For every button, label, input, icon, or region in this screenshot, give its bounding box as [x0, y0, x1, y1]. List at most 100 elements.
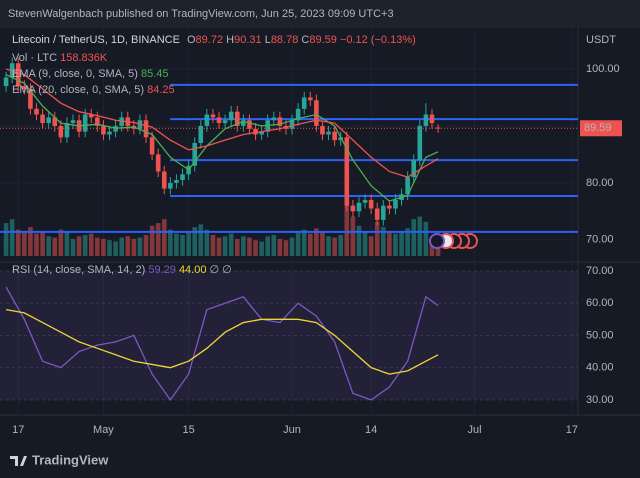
volume-bar [28, 227, 33, 256]
rsi-title: RSI (14, close, SMA, 14, 2) [12, 264, 145, 276]
y-tick-label: 60.00 [586, 297, 614, 309]
volume-bar [216, 237, 222, 256]
volume-bar [101, 238, 106, 256]
volume-bar [155, 223, 161, 256]
volume-bar [234, 238, 240, 256]
candle-body [247, 120, 252, 129]
rsi-legend: RSI (14, close, SMA, 14, 2) 59.29 44.00 … [12, 264, 232, 276]
volume-bar [320, 231, 325, 256]
candle-body [320, 125, 325, 135]
ohlc-value: 88.78 [271, 34, 299, 46]
volume-bar [253, 240, 258, 256]
candle-body [289, 120, 295, 129]
y-tick-label: 80.00 [586, 177, 614, 189]
candle-body [429, 114, 435, 124]
symbol-title: Litecoin / TetherUS, 1D, BINANCE [12, 34, 180, 46]
candle-body [228, 111, 234, 121]
volume-bar [350, 216, 356, 256]
event-icon[interactable] [429, 233, 445, 249]
y-tick-label: 50.00 [586, 329, 614, 341]
volume-bar [82, 234, 88, 256]
volume-bar [174, 233, 179, 256]
volume-bar [131, 238, 137, 256]
candle-body [362, 199, 368, 203]
volume-bar [119, 237, 124, 256]
ohlc-value: 89.59 [309, 34, 337, 46]
candle-body [393, 199, 398, 209]
volume-bar [15, 229, 21, 256]
volume-bar [314, 228, 319, 256]
volume-bar [76, 236, 82, 256]
y-tick-label: 30.00 [586, 394, 614, 406]
header-text: StevenWalgenbach published on TradingVie… [8, 8, 394, 20]
volume-bar [417, 216, 423, 256]
x-tick-label: 17 [12, 424, 24, 436]
candle-body [40, 114, 45, 124]
x-tick-label: 15 [182, 424, 194, 436]
candle-body [15, 63, 21, 87]
candle-body [277, 117, 283, 126]
candle-body [253, 128, 258, 135]
ohlc-letter: C [301, 34, 309, 46]
ema20-legend: EMA (20, close, 0, SMA, 5) 84.25 [12, 84, 175, 96]
volume-bar [277, 238, 283, 256]
candle-body [107, 131, 112, 135]
volume-bar [356, 225, 362, 256]
volume-bar [161, 219, 167, 256]
ema9-legend: EMA (9, close, 0, SMA, 5) 85.45 [12, 68, 169, 80]
candle-body [149, 137, 155, 155]
candle-body [295, 108, 301, 121]
candle-body [381, 205, 386, 220]
x-tick-label: 14 [365, 424, 377, 436]
candle-body [216, 117, 222, 124]
y-tick-label: 70.00 [586, 234, 614, 246]
volume-bar [192, 227, 197, 256]
volume-bar [186, 232, 191, 256]
ema-name: EMA (9, close, 0, SMA, 5) [12, 68, 138, 80]
ohlc-value: 90.31 [234, 34, 262, 46]
volume-bar [180, 234, 185, 256]
volume-bar [107, 240, 112, 256]
volume-bar [429, 240, 435, 256]
event-icons [429, 233, 478, 249]
volume-bar [344, 200, 350, 256]
candle-body [192, 143, 197, 166]
candle-body [350, 205, 356, 212]
volume-bar [265, 236, 271, 256]
volume-bar [295, 232, 301, 256]
volume-bar [247, 237, 252, 256]
rsi-value: 59.29 [148, 264, 176, 276]
candle-body [204, 114, 210, 126]
volume-bar [210, 234, 216, 256]
x-tick-label: Jun [283, 424, 301, 436]
candle-body [95, 117, 100, 126]
volume-bar [58, 229, 64, 256]
candle-body [387, 205, 392, 209]
candle-body [271, 117, 277, 121]
candle-body [326, 131, 331, 135]
volume-bar [362, 232, 368, 256]
ohlc-value: 89.72 [196, 34, 224, 46]
ohlc-letter: O [187, 34, 196, 46]
candle-body [338, 137, 344, 141]
ohlc-letter: L [265, 34, 271, 46]
candle-body [301, 97, 307, 109]
candle-body [356, 202, 362, 212]
volume-bar [198, 224, 204, 256]
volume-name: Vol · LTC [12, 52, 57, 64]
candle-body [234, 111, 240, 126]
candle-body [222, 120, 228, 124]
volume-bar [241, 236, 246, 256]
volume-bar [95, 237, 100, 256]
volume-bar [228, 233, 234, 256]
volume-bar [40, 231, 45, 256]
candle-body [143, 120, 149, 138]
volume-bar [125, 236, 131, 256]
header-bar [0, 0, 640, 28]
logo-text: TradingView [32, 452, 109, 467]
rsi-ma-value: 44.00 [179, 264, 207, 276]
volume-value: 158.836K [60, 52, 108, 64]
volume-bar [3, 223, 9, 256]
y-tick-label: 100.00 [586, 63, 620, 75]
